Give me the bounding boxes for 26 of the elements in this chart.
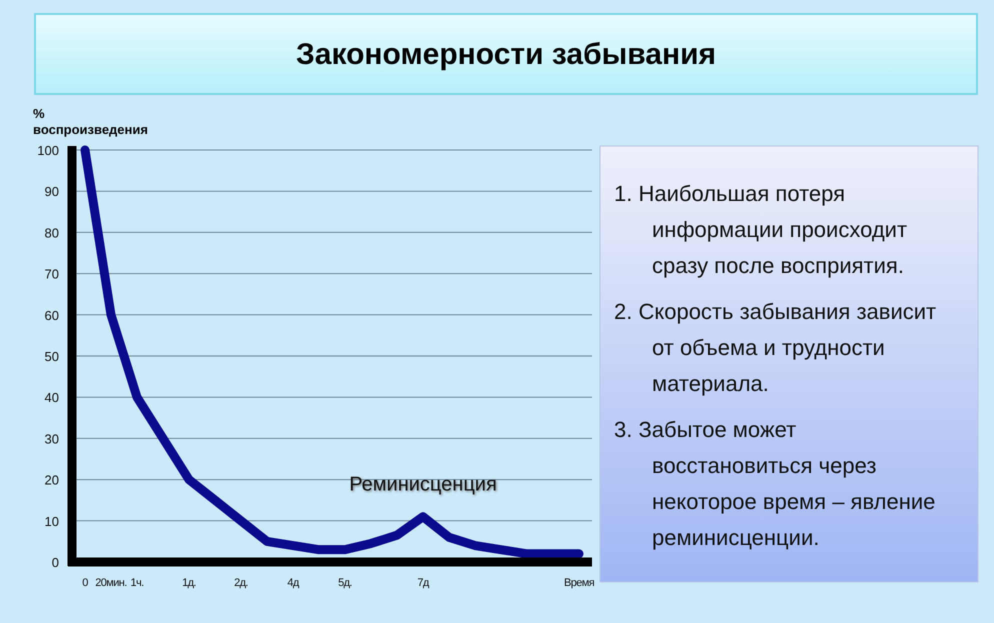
text: 1. Наибольшая потеря информации происходит сразу после восприятия.: [613, 180, 908, 280]
x-tick-label: 2д.: [234, 577, 248, 589]
y-tick-label: 60: [44, 308, 59, 323]
x-tick-label: 4д: [287, 577, 300, 589]
y-tick-label: 90: [44, 184, 59, 200]
x-tick-label: 0: [82, 577, 88, 589]
x-tick-label: 5д.: [338, 577, 352, 589]
annotation: Реминисценция: [349, 474, 497, 496]
y-tick-label: 80: [44, 225, 59, 240]
text: 2. Скорость забывания зависит от объема и трудности материала.: [613, 298, 938, 398]
y-tick-label: 0: [52, 555, 59, 570]
chart-title: Закономерности забывания: [296, 38, 716, 71]
y-tick-label: 50: [44, 349, 59, 364]
x-tick-label: 20мин.: [95, 577, 128, 589]
text: 3. Забытое может восстановиться через некоторое время – явление реминисценции.: [613, 416, 936, 552]
y-tick-label: 20: [44, 472, 59, 488]
x-tick-label: Время: [564, 577, 595, 589]
x-tick-label: 1ч.: [130, 577, 144, 589]
x-tick-label: 7д: [417, 577, 430, 589]
y-tick-label: 30: [44, 431, 59, 446]
y-tick-label: 10: [44, 514, 59, 529]
y-tick-label: 100: [37, 143, 59, 158]
y-axis-title: % воспроизведения: [33, 106, 148, 137]
y-tick-label: 40: [44, 390, 59, 406]
y-tick-label: 70: [44, 266, 59, 282]
x-tick-label: 1д.: [182, 577, 196, 589]
